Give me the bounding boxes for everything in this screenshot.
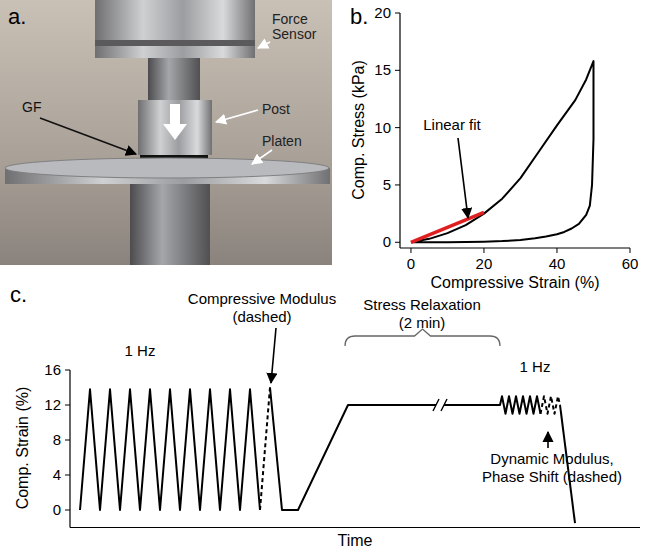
figure: a.ForceSensorPostGFPlatenb.0510152002040… [0,0,662,551]
y-tick-label: 0 [53,501,61,518]
annotation: (2 min) [399,314,446,331]
break-mark [441,399,447,411]
background [0,0,662,551]
arrow [252,150,272,164]
photo-label: Post [262,101,290,117]
annotation: Phase Shift (dashed) [482,468,622,485]
panel-label: a. [8,4,26,29]
annotation: 1 Hz [520,358,551,375]
y-tick-label: 20 [374,4,391,21]
brace [345,329,500,346]
series-line [541,396,561,414]
y-tick [65,370,70,371]
y-tick [65,475,70,476]
photo-background [0,0,332,265]
arrow [258,42,270,48]
x-tick-label: 0 [407,255,415,272]
arrow [547,432,549,448]
arrow [271,328,276,383]
panel-label: c. [10,282,27,307]
y-axis [69,370,70,528]
break-mark [433,399,439,411]
x-tick-label: 20 [476,255,493,272]
y-axis-label: Comp. Stress (kPa) [350,60,367,200]
annotation: Dynamic Modulus, [490,450,613,467]
plot-area [411,61,594,242]
x-tick [556,248,557,253]
stem [130,184,210,265]
y-tick [65,440,70,441]
y-tick-label: 15 [374,61,391,78]
y-axis [399,13,400,248]
y-tick-label: 12 [44,396,61,413]
y-tick [395,127,400,128]
y-tick-label: 16 [44,361,61,378]
photo-label: Platen [262,133,302,149]
series-line [80,389,260,510]
y-axis-label: Comp. Strain (%) [14,387,31,510]
y-tick-label: 8 [53,431,61,448]
x-axis [400,247,630,248]
photo-label: GF [22,99,41,115]
series-line [260,388,270,511]
series-line [411,212,484,242]
panel-label: b. [350,4,368,29]
rod [148,58,200,102]
chart: b. 0 5 10 15 20 0 20 40 60 Compressive Strain (%) C… [350,4,638,291]
break-gap [436,399,444,411]
y-tick-label: 5 [383,176,391,193]
photo-panel: a. ForceSensor Post GF Platen [0,0,332,265]
y-tick [65,405,70,406]
x-axis-label: Time [338,532,373,549]
x-tick [483,248,484,253]
load-arrow [163,104,187,140]
series-line [411,61,594,242]
x-axis-label: Compressive Strain (%) [431,274,600,291]
y-tick [395,13,400,14]
arrow [458,138,468,218]
y-tick-label: 0 [383,233,391,250]
x-tick-label: 60 [622,255,639,272]
chart: c. 0 4 8 12 16 Time Comp. Strain (%) 1 Hz Compres… [10,282,640,549]
annotation: Compressive Modulus [188,290,336,307]
y-tick [65,510,70,511]
platen-top [5,158,329,178]
annotation: (dashed) [232,308,291,325]
arrow [40,118,136,154]
y-tick [395,184,400,185]
y-tick [395,242,400,243]
x-tick-label: 40 [549,255,566,272]
x-axis [70,527,640,528]
series-line [270,388,541,511]
photo-label: Sensor [272,26,317,42]
force-sensor [95,0,255,58]
post [138,100,212,155]
photo-label: Force [272,11,308,27]
arrow [216,110,258,122]
sensor-band [95,40,255,46]
y-tick-label: 4 [53,466,61,483]
x-tick [630,248,631,253]
y-tick-label: 10 [374,119,391,136]
annotation: Stress Relaxation [363,296,481,313]
annotation: Linear fit [423,116,481,133]
y-tick [395,70,400,71]
annotation: 1 Hz [125,342,156,359]
x-tick [410,248,411,253]
